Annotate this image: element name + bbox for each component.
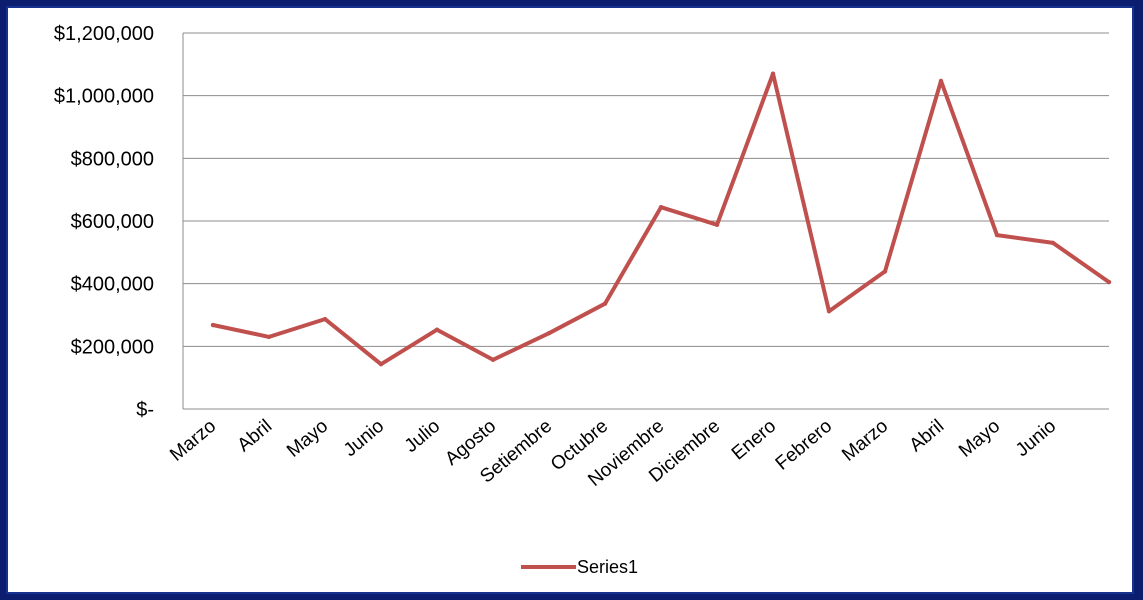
y-tick-label: $600,000 xyxy=(71,211,154,233)
data-point xyxy=(658,205,664,210)
x-tick-label: Junio xyxy=(1012,416,1060,461)
y-tick-label: $800,000 xyxy=(71,148,154,170)
series-layer xyxy=(210,71,1112,367)
y-tick-label: $1,000,000 xyxy=(54,86,154,108)
data-point xyxy=(714,222,720,227)
data-point xyxy=(770,71,776,76)
y-tick-label: $200,000 xyxy=(71,336,154,358)
x-tick-label: Abril xyxy=(906,416,949,457)
data-point xyxy=(826,309,832,314)
x-tick-label: Julio xyxy=(401,416,444,457)
x-tick-label: Febrero xyxy=(772,416,836,475)
y-axis: $- $200,000 $400,000 $600,000 $800,000 $1,000… xyxy=(54,23,184,421)
line-chart: $- $200,000 $400,000 $600,000 $800,000 $1,000… xyxy=(54,23,1112,577)
data-point xyxy=(266,334,272,340)
x-axis: Marzo Abril Mayo Junio JulioAgostoSetiembreO… xyxy=(166,408,1109,491)
y-tick-label: $400,000 xyxy=(71,274,154,296)
data-point xyxy=(378,361,384,367)
data-point xyxy=(882,269,888,274)
x-tick-label: Mayo xyxy=(955,416,1004,462)
data-point xyxy=(434,327,440,332)
x-tick-label: Mayo xyxy=(283,416,332,462)
legend-label-series1: Series1 xyxy=(577,557,638,577)
data-point xyxy=(546,330,552,336)
y-tick-label: $1,200,000 xyxy=(54,23,154,45)
chart-frame: $- $200,000 $400,000 $600,000 $800,000 $1,000… xyxy=(6,6,1134,594)
x-tick-label: Junio xyxy=(340,416,388,461)
y-tick-label: $- xyxy=(136,399,154,421)
data-point xyxy=(1106,279,1112,285)
legend: Series1 xyxy=(521,557,638,577)
series-line-series1 xyxy=(211,71,1111,367)
gridlines xyxy=(183,32,1109,347)
data-point xyxy=(938,78,944,84)
data-point xyxy=(602,301,608,306)
x-tick-label: Marzo xyxy=(838,416,892,466)
x-tick-label: Marzo xyxy=(166,416,220,466)
data-point xyxy=(210,322,216,328)
data-point xyxy=(994,232,1000,238)
x-tick-label: Abril xyxy=(234,416,277,457)
data-point xyxy=(1050,240,1056,246)
data-point xyxy=(322,316,328,322)
data-point xyxy=(490,357,496,363)
